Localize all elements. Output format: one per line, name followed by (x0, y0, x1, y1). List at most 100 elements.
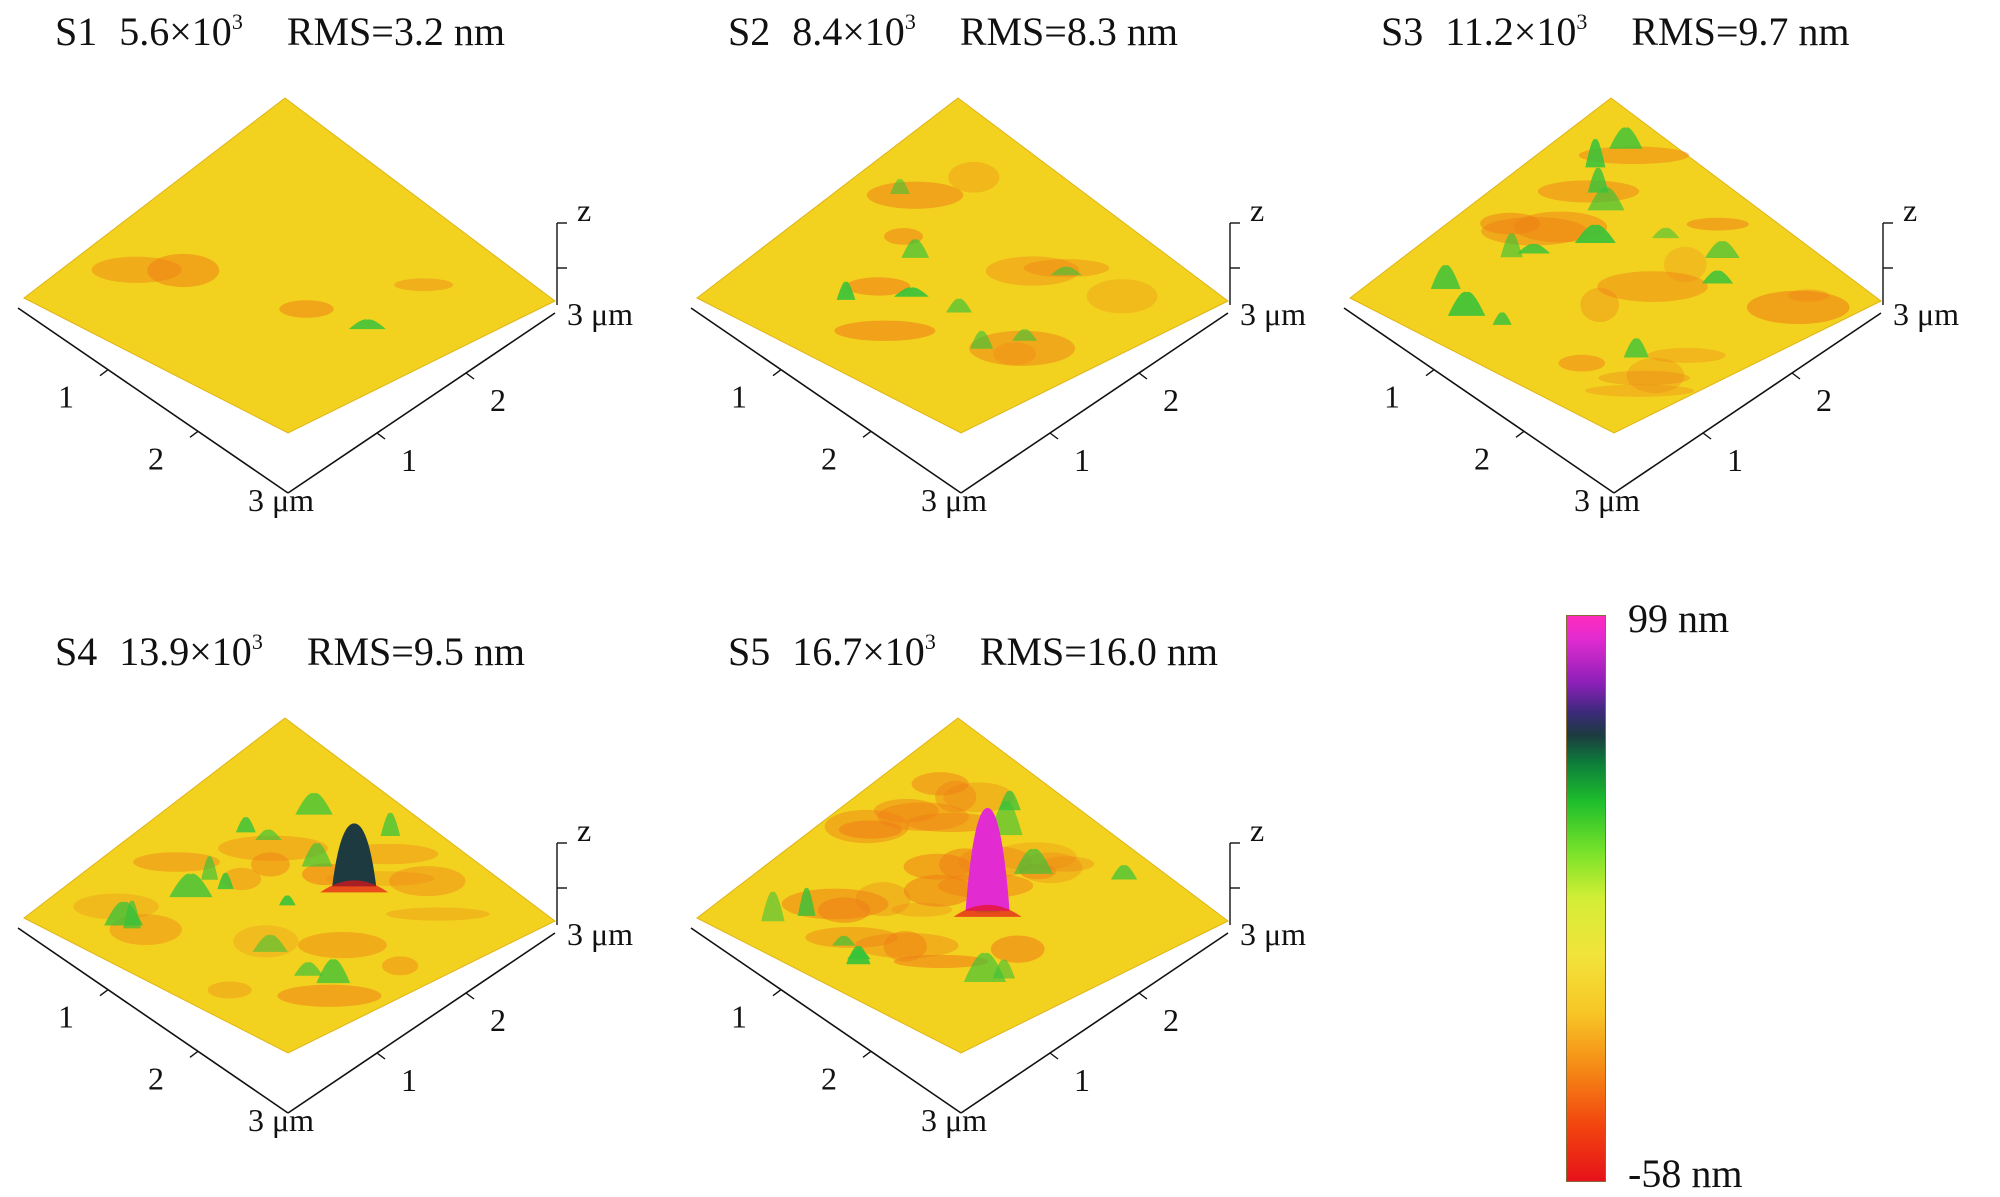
surface-peak (295, 792, 333, 815)
surface-valley (985, 256, 1080, 286)
surface-valley (935, 780, 977, 813)
surface-peak (946, 298, 972, 313)
left-axis (17, 927, 289, 1114)
surface-valley (1647, 347, 1726, 363)
axis-tick (862, 430, 872, 438)
panel-value: 11.2×10 (1445, 9, 1577, 54)
surface-peak (235, 816, 256, 833)
right-axis-end-label: 3 μm (567, 916, 633, 952)
left-axis-tick-label: 2 (821, 1060, 837, 1096)
surface-valley (855, 882, 911, 917)
right-axis-tick-label: 1 (401, 1062, 417, 1098)
surface-peak (998, 790, 1021, 811)
right-axis-tick-label: 2 (490, 382, 506, 418)
surface-peak (293, 962, 323, 976)
surface-valley (993, 342, 1037, 366)
colorbar-max-label: 99 nm (1628, 596, 1730, 641)
colorbar-gradient (1566, 615, 1606, 1182)
left-axis-tick-label: 1 (1384, 379, 1400, 415)
panel-id: S4 (55, 629, 98, 674)
surface-valley (805, 926, 898, 948)
surface-valley (394, 278, 454, 292)
surface-peak (1500, 233, 1523, 258)
surface-peak (1447, 291, 1486, 316)
panel-title: S3 11.2×103 RMS=9.7 nm (1381, 8, 1850, 56)
surface-valley (1039, 856, 1095, 872)
afm-panel-s2: z 3 μm 3 μm 1 2 1 2 S2 8.4×103 RMS=8.3 nm (673, 8, 1343, 518)
surface-base (23, 97, 556, 434)
surface-tall-peak (965, 807, 1010, 911)
panel-id: S3 (1381, 9, 1424, 54)
surface-plot: z 3 μm 3 μm 1 2 1 2 (690, 717, 1306, 1138)
surface-peak (348, 319, 386, 330)
surface-peak (1587, 167, 1609, 193)
surface-peak (1110, 865, 1138, 880)
surface-valley (133, 852, 220, 872)
surface-valley (903, 853, 972, 880)
left-axis-tick-label: 1 (731, 999, 747, 1035)
left-axis-tick-label: 2 (821, 440, 837, 476)
panel-rms: RMS=16.0 nm (979, 629, 1218, 674)
surface-peak (1585, 138, 1606, 168)
surface-peak (970, 330, 994, 349)
axis-tick (772, 369, 782, 377)
surface-peak (1574, 224, 1616, 243)
left-axis-end-label: 3 μm (921, 1102, 987, 1138)
axis-tick (1138, 372, 1148, 380)
surface-peak (1517, 243, 1551, 254)
surface-valley (911, 772, 969, 796)
surface-peak (1492, 312, 1512, 325)
surface-valley (297, 932, 387, 959)
right-axis-tick-label: 1 (1074, 1062, 1090, 1098)
colorbar-min-label: -58 nm (1628, 1151, 1743, 1196)
surface-valley (320, 880, 389, 893)
panel-rms: RMS=8.3 nm (959, 9, 1178, 54)
panel-exponent: 3 (904, 9, 916, 34)
left-axis-tick-label: 2 (148, 440, 164, 476)
right-axis-tick-label: 2 (1163, 1002, 1179, 1038)
surface-peak (1623, 338, 1649, 358)
surface-peak (836, 281, 856, 300)
right-axis-end-label: 3 μm (1893, 296, 1959, 332)
surface-valley (277, 984, 382, 1007)
axis-tick (1791, 372, 1801, 380)
surface-valley (1598, 370, 1691, 386)
surface-valley (824, 809, 909, 844)
panel-value: 13.9×10 (119, 629, 252, 674)
surface-valley (1663, 246, 1707, 283)
surface-peak (104, 901, 144, 926)
axis-tick (1138, 992, 1148, 1000)
surface-plot: z 3 μm 3 μm 1 2 1 2 (17, 97, 633, 518)
axis-tick (376, 1052, 386, 1060)
surface-valley (1597, 271, 1708, 302)
surface-peak (832, 935, 856, 946)
surface-valley (969, 330, 1076, 366)
surface-peak (797, 887, 816, 916)
surface-plot: z 3 μm 3 μm 1 2 1 2 (17, 717, 633, 1138)
surface-peak (890, 178, 910, 194)
panel-title: S1 5.6×103 RMS=3.2 nm (55, 8, 505, 56)
z-axis-label: z (577, 192, 591, 228)
surface-base (696, 97, 1229, 434)
right-axis-end-label: 3 μm (1240, 916, 1306, 952)
z-axis-label: z (1250, 192, 1264, 228)
right-axis-tick-label: 1 (401, 442, 417, 478)
axis-tick (189, 430, 199, 438)
surface-plot: z 3 μm 3 μm 1 2 1 2 (1343, 97, 1959, 518)
left-axis-end-label: 3 μm (1574, 482, 1640, 518)
surface-valley (381, 956, 419, 976)
left-axis-end-label: 3 μm (248, 482, 314, 518)
surface-peak (1609, 127, 1643, 149)
axis-tick (1425, 369, 1435, 377)
surface-peak (1587, 187, 1625, 211)
surface-valley (874, 798, 939, 823)
surface-valley (250, 852, 290, 877)
left-axis-end-label: 3 μm (248, 1102, 314, 1138)
panel-value: 8.4×10 (792, 9, 905, 54)
surface-valley (838, 820, 903, 839)
panel-rms: RMS=3.2 nm (286, 9, 505, 54)
z-axis-label: z (577, 812, 591, 848)
panel-rms: RMS=9.5 nm (306, 629, 525, 674)
axis-tick (862, 1050, 872, 1058)
surface-peak (1012, 329, 1038, 341)
